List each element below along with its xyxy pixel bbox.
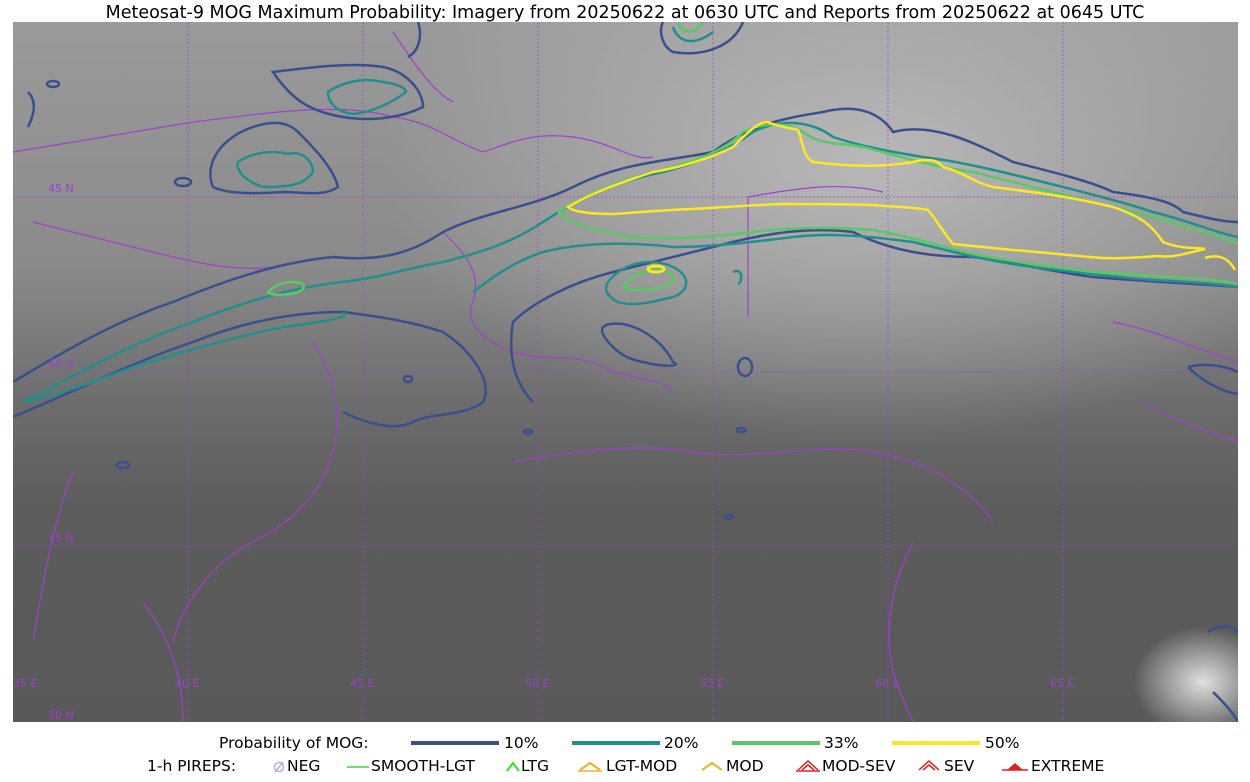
lat-lon-grid bbox=[13, 22, 1238, 722]
legend-label: MOD-SEV bbox=[822, 757, 896, 775]
lat-label: 30 N bbox=[48, 709, 74, 722]
swatch-33-percent bbox=[732, 741, 820, 745]
lon-label: 60 E bbox=[875, 677, 899, 690]
lon-label: 50 E bbox=[525, 677, 549, 690]
lon-labels: 35 E 40 E 45 E 50 E 55 E 60 E 65 E bbox=[13, 677, 1074, 690]
lat-label: 45 N bbox=[48, 182, 74, 195]
contour-33-percent bbox=[266, 22, 1238, 297]
cloud-patch bbox=[1133, 627, 1238, 722]
lat-label: 35 N bbox=[48, 532, 74, 545]
ltg-icon bbox=[506, 761, 520, 772]
legend-label: LTG bbox=[521, 757, 549, 775]
lon-label: 35 E bbox=[13, 677, 37, 690]
extreme-icon bbox=[1002, 763, 1028, 771]
lon-label: 55 E bbox=[700, 677, 724, 690]
swatch-20-percent bbox=[572, 741, 660, 745]
legend-label: 50% bbox=[985, 734, 1020, 752]
mod-sev-icon bbox=[796, 759, 820, 772]
legend-label: LGT-MOD bbox=[606, 757, 678, 775]
contour-50-percent bbox=[565, 120, 1237, 274]
legend-label: SMOOTH-LGT bbox=[371, 757, 475, 775]
swatch-50-percent bbox=[892, 741, 980, 745]
legend-label: 33% bbox=[824, 734, 859, 752]
map-title: Meteosat-9 MOG Maximum Probability: Imag… bbox=[105, 3, 1145, 23]
legend-label: EXTREME bbox=[1031, 757, 1105, 775]
mod-icon bbox=[701, 761, 723, 771]
satellite-map: 45 N 40 N 35 N 30 N 35 E 40 E 45 E 50 E … bbox=[13, 22, 1238, 722]
swatch-10-percent bbox=[411, 741, 499, 745]
legend-label: SEV bbox=[944, 757, 975, 775]
country-borders bbox=[13, 31, 1238, 722]
probability-legend-title: Probability of MOG: bbox=[219, 734, 369, 752]
sev-icon bbox=[918, 759, 940, 771]
lat-label: 40 N bbox=[48, 357, 74, 370]
lat-labels: 45 N 40 N 35 N 30 N bbox=[48, 182, 74, 722]
neg-icon bbox=[273, 761, 285, 773]
lon-label: 65 E bbox=[1050, 677, 1074, 690]
legend-label: MOD bbox=[726, 757, 764, 775]
pirep-legend-title: 1-h PIREPS: bbox=[147, 757, 237, 775]
lon-label: 45 E bbox=[350, 677, 374, 690]
legend-label: 10% bbox=[504, 734, 539, 752]
legend-label: NEG bbox=[287, 757, 321, 775]
lon-label: 40 E bbox=[175, 677, 199, 690]
lgt-mod-icon bbox=[578, 761, 602, 772]
legend-label: 20% bbox=[664, 734, 699, 752]
smooth-lgt-icon bbox=[347, 766, 369, 768]
